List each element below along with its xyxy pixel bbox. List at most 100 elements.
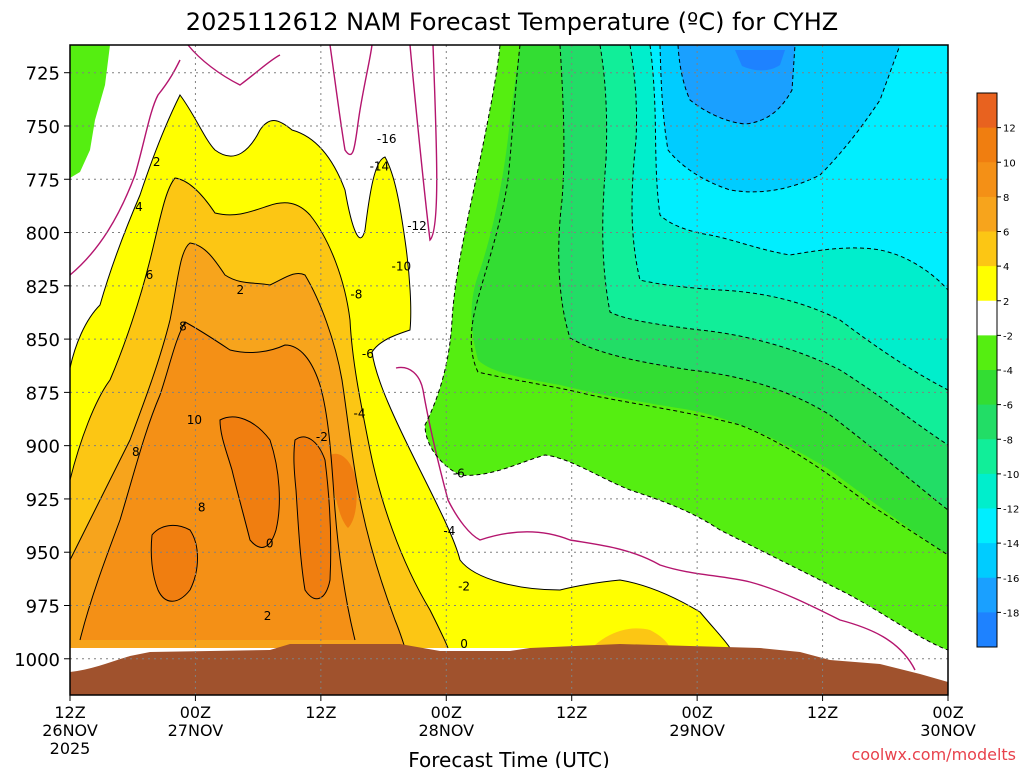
contour-minus10 bbox=[629, 44, 949, 391]
contour-label: -2 bbox=[458, 579, 470, 593]
colorbar-label: 8 bbox=[1003, 193, 1009, 204]
region-yellow-low bbox=[595, 628, 670, 648]
x-tick-label: 00Z bbox=[932, 703, 963, 722]
colorbar-swatch bbox=[977, 439, 997, 475]
x-tick-year: 2025 bbox=[50, 739, 91, 758]
colorbar-swatch bbox=[977, 266, 997, 302]
contour-minus12 bbox=[649, 44, 949, 291]
contour-label: -2 bbox=[316, 430, 328, 444]
colorbar-label: 10 bbox=[1003, 158, 1016, 169]
colorbar-label: 2 bbox=[1003, 297, 1009, 308]
colorbar-swatch bbox=[977, 577, 997, 613]
grid-lines bbox=[70, 45, 948, 695]
region-dark-10-d bbox=[330, 453, 357, 528]
contour-minus6 bbox=[558, 44, 949, 511]
colorbar-label: -6 bbox=[1003, 401, 1013, 412]
colorbar-label: -12 bbox=[1003, 505, 1019, 516]
x-axis-label: Forecast Time (UTC) bbox=[408, 748, 610, 768]
y-tick-label: 800 bbox=[26, 224, 60, 245]
colorbar-swatch bbox=[977, 473, 997, 509]
contour-label: -6 bbox=[362, 347, 374, 361]
contour-plus8 bbox=[79, 321, 356, 641]
contour-minus8 bbox=[599, 44, 949, 446]
colorbar-swatch bbox=[977, 543, 997, 579]
colorbar-label: -18 bbox=[1003, 608, 1019, 619]
y-tick-label: 975 bbox=[26, 596, 60, 617]
colorbar-swatch bbox=[977, 370, 997, 406]
colorbar-swatch bbox=[977, 404, 997, 440]
plot-frame bbox=[69, 44, 949, 696]
plot-area: 2 4 6 8 10 8 8 2 -2 0 2 -4 -6 -8 -10 -12 -14 -16 -6 -4 -2 0 bbox=[69, 44, 949, 696]
credit-text: coolwx.com/modelts bbox=[852, 745, 1016, 764]
colorbar-label: -4 bbox=[1003, 366, 1013, 377]
colorbar-swatch bbox=[977, 127, 997, 163]
y-tick-label: 775 bbox=[26, 170, 60, 191]
colorbar-swatch bbox=[977, 162, 997, 198]
contour-minus4 bbox=[470, 44, 949, 556]
x-tick-date: 30NOV bbox=[920, 721, 976, 740]
region-blue-18 bbox=[735, 50, 785, 71]
contour-label: -4 bbox=[443, 524, 455, 538]
contour-plus2 bbox=[69, 94, 731, 649]
y-tick-label: 850 bbox=[26, 330, 60, 351]
contour-plus10 bbox=[150, 416, 332, 602]
x-tick-label: 12Z bbox=[54, 703, 85, 722]
contour-minus2 bbox=[424, 44, 949, 651]
contour-label: -12 bbox=[407, 219, 427, 233]
contour-label: -16 bbox=[377, 132, 397, 146]
contour-labels: 2 4 6 8 10 8 8 2 -2 0 2 -4 -6 -8 -10 -12 -14 -16 -6 -4 -2 0 bbox=[132, 132, 470, 651]
x-tick-label: 00Z bbox=[180, 703, 211, 722]
colorbar-swatch bbox=[977, 300, 997, 336]
colorbar-swatch bbox=[977, 196, 997, 232]
contour-label: 10 bbox=[187, 413, 202, 427]
y-axis: 725 750 775 800 825 850 875 900 925 950 975 1000 bbox=[14, 64, 70, 671]
terrain bbox=[70, 644, 948, 695]
y-tick-label: 875 bbox=[26, 383, 60, 404]
y-tick-label: 750 bbox=[26, 117, 60, 138]
contour-label: 8 bbox=[132, 445, 140, 459]
x-tick-date: 27NOV bbox=[168, 721, 224, 740]
colorbar-label: 4 bbox=[1003, 262, 1009, 273]
contour-label: -6 bbox=[453, 466, 465, 480]
contour-plus4 bbox=[69, 177, 449, 649]
contour-label: -8 bbox=[350, 287, 362, 301]
x-tick-date: 28NOV bbox=[418, 721, 474, 740]
contour-zero-main bbox=[395, 366, 916, 671]
region-dark-10-b bbox=[220, 416, 280, 548]
region-dark-10-c bbox=[293, 436, 331, 599]
y-tick-label: 825 bbox=[26, 277, 60, 298]
colorbar-swatch bbox=[977, 231, 997, 267]
x-tick-label: 00Z bbox=[681, 703, 712, 722]
colorbar-label: -2 bbox=[1003, 331, 1013, 342]
contour-label: 2 bbox=[237, 283, 245, 297]
contour-label: 6 bbox=[146, 268, 154, 282]
region-dark-10-a bbox=[151, 525, 198, 602]
colorbar-swatch bbox=[977, 93, 997, 129]
contour-label: 2 bbox=[153, 155, 161, 169]
colorbar-swatch bbox=[977, 335, 997, 371]
y-tick-label: 900 bbox=[26, 437, 60, 458]
x-tick-label: 00Z bbox=[431, 703, 462, 722]
colorbar-label: -16 bbox=[1003, 574, 1019, 585]
x-tick-label: 12Z bbox=[305, 703, 336, 722]
region-lime-upper-left bbox=[70, 45, 110, 178]
region-orange-8 bbox=[80, 322, 355, 640]
contour-label: 0 bbox=[266, 537, 274, 551]
y-tick-label: 950 bbox=[26, 543, 60, 564]
x-tick-date: 26NOV bbox=[42, 721, 98, 740]
contour-label: -4 bbox=[354, 407, 366, 421]
chart-title: 2025112612 NAM Forecast Temperature (ºC)… bbox=[186, 8, 838, 36]
colorbar-swatch bbox=[977, 508, 997, 544]
contour-minus16 bbox=[677, 44, 796, 125]
contour-plus6 bbox=[69, 242, 406, 649]
contour-label: 0 bbox=[460, 637, 468, 651]
x-tick-label: 12Z bbox=[556, 703, 587, 722]
y-tick-label: 1000 bbox=[14, 650, 60, 671]
colorbar-label: -14 bbox=[1003, 539, 1019, 550]
contour-zero-left bbox=[69, 44, 438, 276]
colorbar: 12 10 8 6 4 2 -2 -4 -6 -8 -10 -12 -14 -16 -18 bbox=[976, 92, 1019, 648]
contour-label: 2 bbox=[264, 609, 272, 623]
x-tick-label: 12Z bbox=[807, 703, 838, 722]
